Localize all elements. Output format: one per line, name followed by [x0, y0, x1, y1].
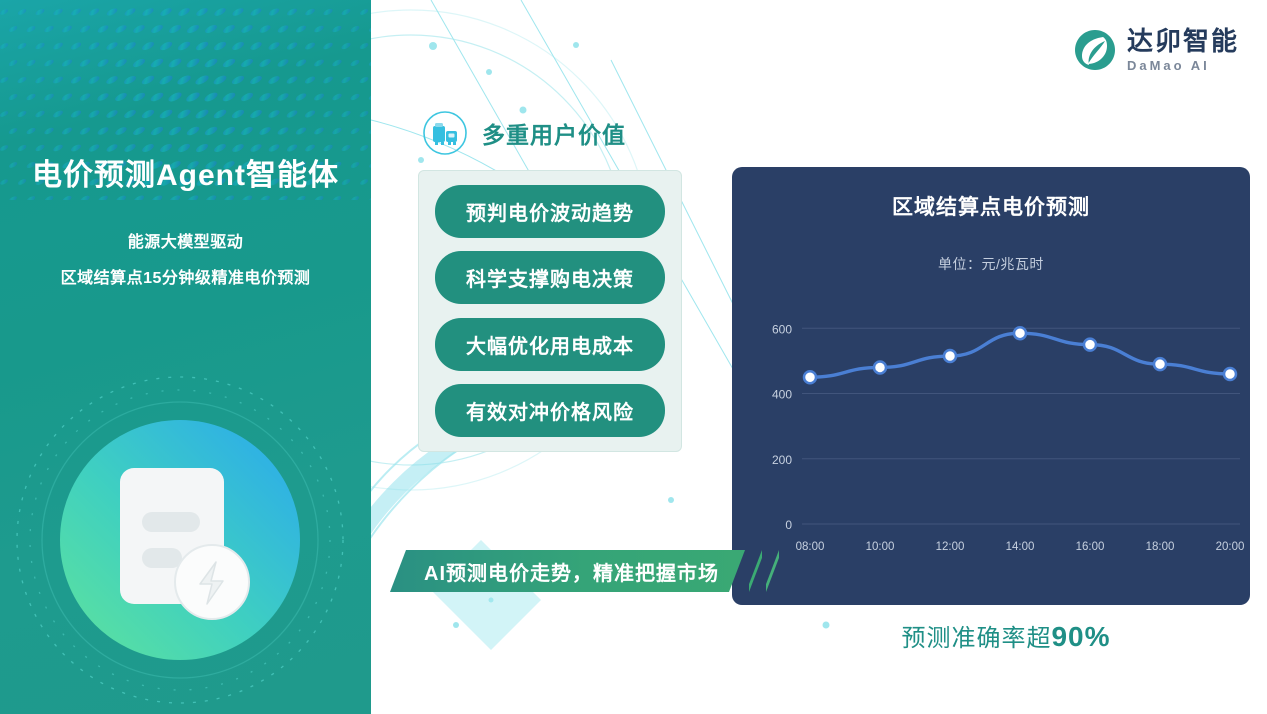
svg-text:20:00: 20:00: [1216, 541, 1245, 553]
chart-title: 区域结算点电价预测: [892, 196, 1090, 219]
halftone-dot-pattern: [0, 8, 371, 200]
brand-text: 达卯智能 DaMao AI: [1127, 28, 1239, 72]
svg-text:12:00: 12:00: [936, 541, 965, 553]
banner-slash-1: [749, 550, 762, 592]
subtitle-line-2: 区域结算点15分钟级精准电价预测: [60, 270, 311, 287]
value-item-2[interactable]: 科学支撑购电决策: [435, 251, 665, 305]
section-header: 多重用户价值: [422, 110, 626, 156]
accuracy-prefix: 预测准确率超: [901, 625, 1052, 652]
svg-text:10:00: 10:00: [866, 541, 895, 553]
chart-panel: 区域结算点电价预测 单位：元/兆瓦时 0 200 400 600 08:00 10:00…: [732, 167, 1250, 605]
value-item-4[interactable]: 有效对冲价格风险: [435, 383, 665, 437]
accuracy-statement: 预测准确率超90%: [836, 618, 1176, 653]
price-forecast-line-chart: 0 200 400 600 08:00 10:00 12:00 14:00 16:00 18:0…: [772, 322, 1245, 553]
chart-unit-label: 单位：元/兆瓦时: [938, 256, 1044, 272]
svg-text:18:00: 18:00: [1146, 541, 1175, 553]
highlight-banner: AI预测电价走势，精准把握市场: [390, 550, 779, 592]
chart-y-axis-labels: 0 200 400 600: [772, 322, 792, 532]
leaf-logo-icon: [1074, 30, 1115, 70]
svg-text:200: 200: [772, 453, 792, 467]
svg-text:0: 0: [785, 518, 792, 532]
accuracy-value: 90%: [1051, 621, 1111, 652]
svg-text:08:00: 08:00: [796, 541, 825, 553]
chart-x-axis-labels: 08:00 10:00 12:00 14:00 16:00 18:00 20:00: [796, 541, 1245, 553]
svg-text:600: 600: [772, 322, 792, 336]
value-item-1[interactable]: 预判电价波动趋势: [435, 185, 665, 238]
brand-logo: 达卯智能 DaMao AI: [1073, 28, 1239, 72]
factory-building-icon: [423, 111, 467, 155]
svg-text:14:00: 14:00: [1006, 541, 1035, 553]
agent-illustration: [16, 376, 344, 704]
page-title: 电价预测Agent智能体: [32, 159, 339, 192]
banner-slash-2: [766, 550, 779, 592]
value-list-card: 预判电价波动趋势 科学支撑购电决策 大幅优化用电成本 有效对冲价格风险: [418, 170, 682, 452]
section-title: 多重用户价值: [482, 122, 626, 148]
value-item-3[interactable]: 大幅优化用电成本: [435, 317, 665, 371]
chart-gridlines: [802, 327, 1240, 525]
subtitle-line-1: 能源大模型驱动: [127, 234, 244, 251]
chart-data-points: [802, 325, 1238, 385]
brand-name-en: DaMao AI: [1126, 58, 1210, 73]
svg-text:400: 400: [772, 388, 792, 402]
left-panel: 电价预测Agent智能体 能源大模型驱动 区域结算点15分钟级精准电价预测: [0, 0, 371, 714]
banner-text: AI预测电价走势，精准把握市场: [390, 550, 745, 592]
svg-text:16:00: 16:00: [1076, 541, 1105, 553]
brand-name-cn: 达卯智能: [1126, 26, 1239, 56]
